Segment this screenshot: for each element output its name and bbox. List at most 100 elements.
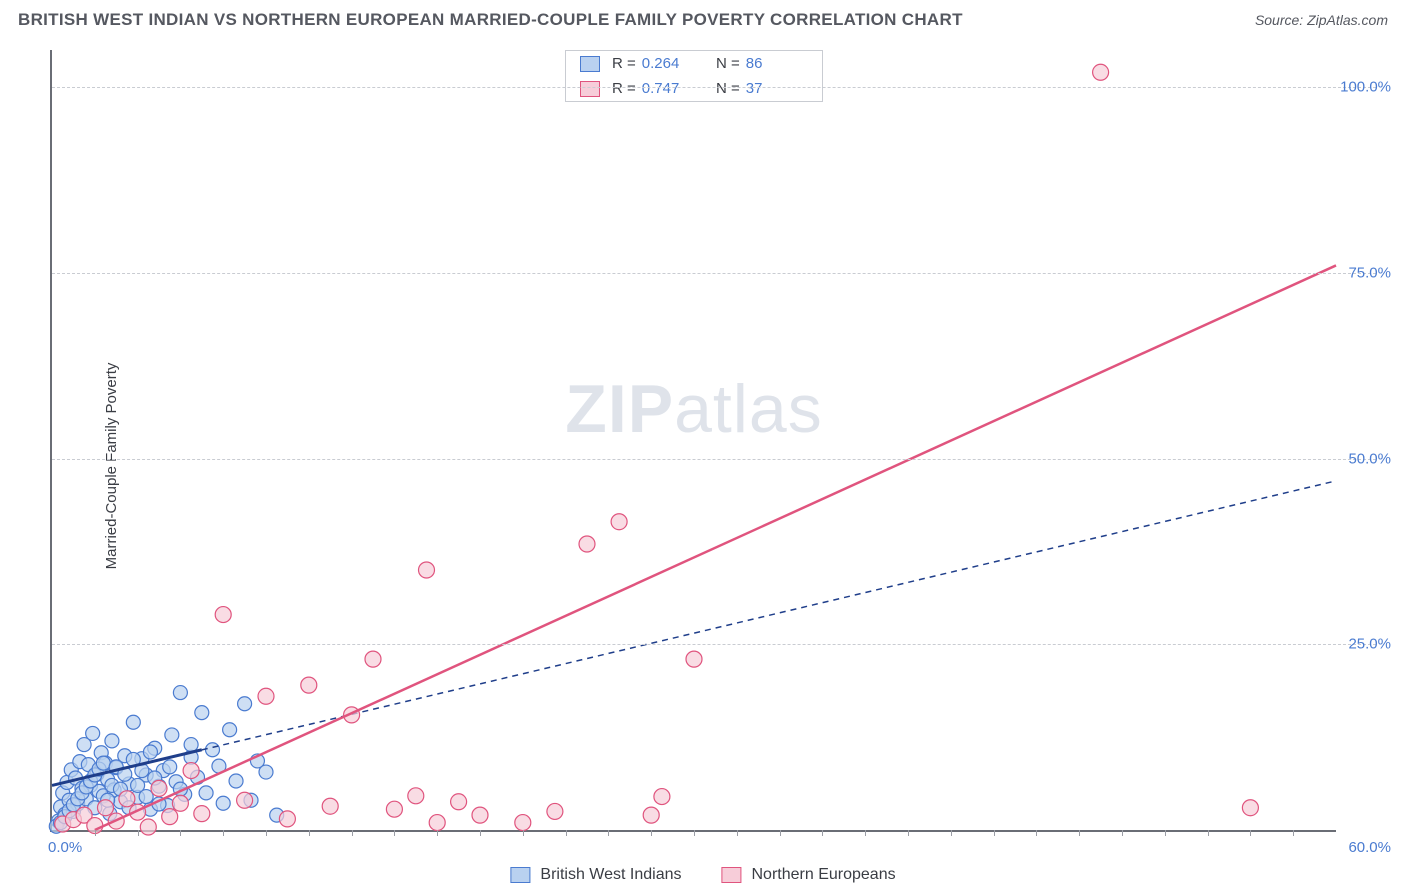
scatter-point — [579, 536, 595, 552]
scatter-point — [172, 795, 188, 811]
x-tick — [523, 830, 524, 836]
legend-item: Northern Europeans — [722, 866, 896, 884]
x-tick — [951, 830, 952, 836]
x-tick — [780, 830, 781, 836]
x-max-label: 60.0% — [1348, 839, 1391, 856]
scatter-point — [163, 760, 177, 774]
scatter-point — [451, 794, 467, 810]
gridline — [52, 273, 1376, 274]
source-attribution: Source: ZipAtlas.com — [1255, 12, 1388, 28]
scatter-point — [173, 686, 187, 700]
scatter-point — [140, 819, 156, 835]
x-tick — [1208, 830, 1209, 836]
scatter-point — [1242, 800, 1258, 816]
plot-svg — [52, 50, 1336, 830]
x-tick — [737, 830, 738, 836]
legend-swatch — [722, 867, 742, 883]
legend-bottom: British West Indians Northern Europeans — [510, 866, 895, 884]
scatter-point — [86, 726, 100, 740]
x-tick — [1036, 830, 1037, 836]
scatter-point — [643, 807, 659, 823]
scatter-point — [143, 745, 157, 759]
x-tick — [309, 830, 310, 836]
scatter-point — [194, 806, 210, 822]
legend-label: British West Indians — [540, 866, 681, 884]
gridline — [52, 87, 1376, 88]
scatter-point — [611, 514, 627, 530]
scatter-point — [365, 651, 381, 667]
x-tick — [180, 830, 181, 836]
x-tick — [266, 830, 267, 836]
x-tick — [566, 830, 567, 836]
plot-area: ZIPatlas R =0.264N =86R =0.747N =37 0.0%… — [50, 50, 1336, 832]
x-tick — [908, 830, 909, 836]
scatter-point — [654, 789, 670, 805]
scatter-point — [258, 688, 274, 704]
scatter-point — [515, 815, 531, 831]
x-tick — [1079, 830, 1080, 836]
x-tick — [480, 830, 481, 836]
trend-line — [95, 265, 1336, 830]
scatter-point — [223, 723, 237, 737]
scatter-point — [547, 803, 563, 819]
legend-label: Northern Europeans — [752, 866, 896, 884]
legend-swatch — [510, 867, 530, 883]
x-tick — [437, 830, 438, 836]
scatter-point — [119, 791, 135, 807]
scatter-point — [126, 715, 140, 729]
scatter-point — [183, 763, 199, 779]
gridline — [52, 644, 1376, 645]
y-tick-label: 75.0% — [1348, 264, 1391, 281]
scatter-point — [199, 786, 213, 800]
x-tick — [608, 830, 609, 836]
scatter-point — [229, 774, 243, 788]
scatter-point — [322, 798, 338, 814]
x-tick — [394, 830, 395, 836]
x-origin-label: 0.0% — [48, 839, 82, 856]
scatter-point — [184, 738, 198, 752]
scatter-point — [98, 800, 114, 816]
x-tick — [95, 830, 96, 836]
scatter-point — [259, 765, 273, 779]
x-tick — [223, 830, 224, 836]
scatter-point — [419, 562, 435, 578]
scatter-point — [301, 677, 317, 693]
scatter-point — [472, 807, 488, 823]
scatter-point — [215, 607, 231, 623]
scatter-point — [105, 734, 119, 748]
chart-area: Married-Couple Family Poverty ZIPatlas R… — [0, 40, 1406, 892]
y-tick-label: 50.0% — [1348, 450, 1391, 467]
scatter-point — [237, 792, 253, 808]
scatter-point — [165, 728, 179, 742]
scatter-point — [279, 811, 295, 827]
scatter-point — [686, 651, 702, 667]
y-tick-label: 100.0% — [1340, 79, 1391, 96]
x-tick — [694, 830, 695, 836]
scatter-point — [408, 788, 424, 804]
scatter-point — [238, 697, 252, 711]
scatter-point — [429, 815, 445, 831]
x-tick — [1250, 830, 1251, 836]
x-tick — [138, 830, 139, 836]
scatter-point — [386, 801, 402, 817]
x-tick — [1122, 830, 1123, 836]
scatter-point — [195, 706, 209, 720]
chart-title: BRITISH WEST INDIAN VS NORTHERN EUROPEAN… — [18, 10, 963, 30]
x-tick — [1165, 830, 1166, 836]
legend-item: British West Indians — [510, 866, 681, 884]
x-tick — [1293, 830, 1294, 836]
scatter-point — [151, 780, 167, 796]
x-tick — [352, 830, 353, 836]
trend-line — [52, 481, 1336, 786]
y-tick-label: 25.0% — [1348, 636, 1391, 653]
scatter-point — [1093, 64, 1109, 80]
scatter-point — [96, 756, 110, 770]
scatter-point — [206, 743, 220, 757]
x-tick — [994, 830, 995, 836]
gridline — [52, 459, 1376, 460]
x-tick — [651, 830, 652, 836]
x-tick — [865, 830, 866, 836]
x-tick — [822, 830, 823, 836]
scatter-point — [162, 809, 178, 825]
scatter-point — [216, 796, 230, 810]
